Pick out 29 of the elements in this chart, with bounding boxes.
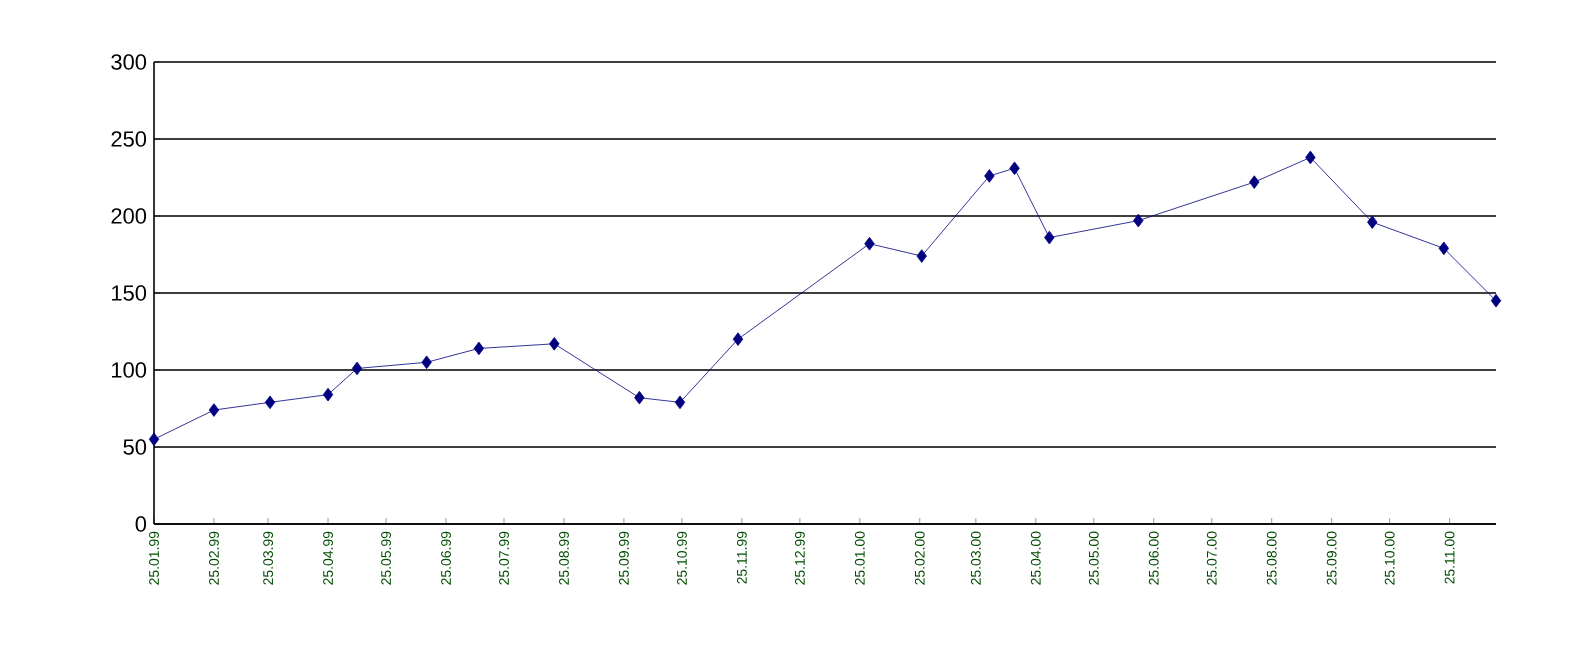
point [916,249,927,263]
point [1367,215,1378,229]
y-tick-label: 300 [111,54,147,70]
y-tick-label: 250 [111,131,147,147]
point [1438,241,1449,256]
point [634,390,645,405]
y-tick-label: 150 [112,285,147,301]
point [674,395,686,410]
point [208,403,220,417]
point [421,355,432,370]
point [1305,150,1316,165]
point [1490,293,1502,308]
point [1249,175,1260,189]
point [864,236,875,251]
y-tick-label: 200 [111,208,147,224]
y-tick-label: 100 [112,362,147,378]
point [1009,161,1020,176]
point [473,341,485,356]
point [322,387,334,402]
point [264,395,276,410]
point [148,432,160,447]
point [1044,230,1055,245]
point [549,337,560,351]
point [732,332,744,346]
point [1133,213,1144,228]
y-tick-label: 0 [135,516,147,532]
point [351,361,363,376]
point [984,169,995,183]
y-tick-label: 50 [123,439,147,455]
